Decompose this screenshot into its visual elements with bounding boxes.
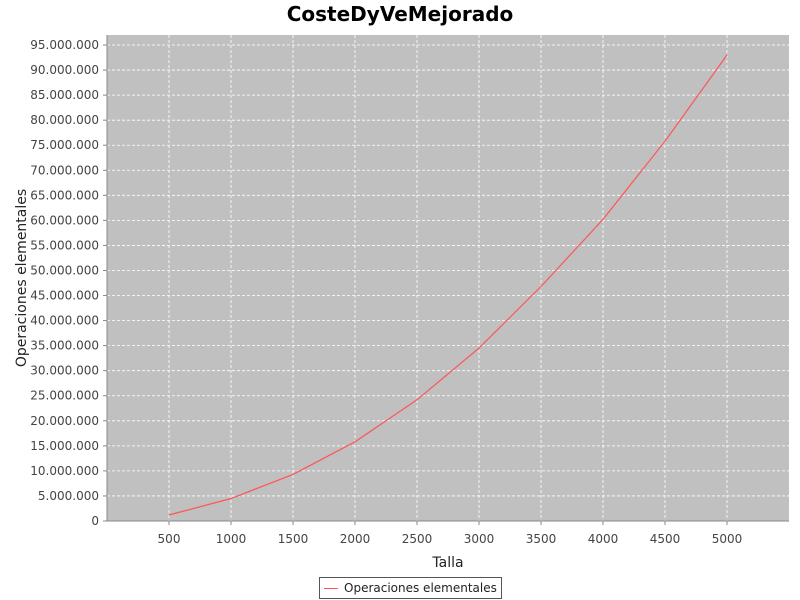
legend-swatch xyxy=(324,587,338,589)
y-tick-label: 65.000.000 xyxy=(30,188,99,202)
legend-label: Operaciones elementales xyxy=(344,581,497,595)
x-tick-label: 3000 xyxy=(464,532,495,546)
x-tick-label: 4000 xyxy=(588,532,619,546)
y-tick-label: 70.000.000 xyxy=(30,163,99,177)
y-axis-title: Operaciones elementales xyxy=(14,189,30,367)
grid-lines xyxy=(107,35,789,521)
y-tick-label: 30.000.000 xyxy=(30,364,99,378)
y-tick-label: 25.000.000 xyxy=(30,389,99,403)
y-tick-label: 95.000.000 xyxy=(30,38,99,52)
x-tick-label: 2000 xyxy=(340,532,371,546)
y-tick-label: 10.000.000 xyxy=(30,464,99,478)
y-tick-label: 5.000.000 xyxy=(38,489,99,503)
x-tick-label: 3500 xyxy=(526,532,557,546)
plot-area xyxy=(107,35,789,521)
y-tick-label: 90.000.000 xyxy=(30,63,99,77)
x-tick-label: 1500 xyxy=(278,532,309,546)
y-tick-label: 15.000.000 xyxy=(30,439,99,453)
x-tick-label: 2500 xyxy=(402,532,433,546)
x-axis-title: Talla xyxy=(431,555,463,571)
y-tick-label: 55.000.000 xyxy=(30,238,99,252)
y-tick-label: 85.000.000 xyxy=(30,88,99,102)
x-tick-label: 4500 xyxy=(650,532,681,546)
x-tick-label: 5000 xyxy=(712,532,743,546)
y-tick-label: 75.000.000 xyxy=(30,138,99,152)
y-tick-label: 80.000.000 xyxy=(30,113,99,127)
x-tick-label: 1000 xyxy=(216,532,247,546)
y-tick-label: 40.000.000 xyxy=(30,314,99,328)
series-layer xyxy=(168,54,728,516)
axes: 0 5.000.000 10.000.000 15.000.000 20.000.000… xyxy=(30,35,789,546)
x-tick-label: 500 xyxy=(158,532,181,546)
y-tick-label: 60.000.000 xyxy=(30,213,99,227)
y-tick-label: 50.000.000 xyxy=(30,263,99,277)
y-tick-label: 45.000.000 xyxy=(30,289,99,303)
series-line xyxy=(168,54,728,516)
chart-title: CosteDyVeMejorado xyxy=(286,2,514,26)
y-tick-label: 0 xyxy=(91,514,99,528)
y-tick-label: 20.000.000 xyxy=(30,414,99,428)
y-tick-label: 35.000.000 xyxy=(30,339,99,353)
legend: Operaciones elementales xyxy=(319,577,502,599)
